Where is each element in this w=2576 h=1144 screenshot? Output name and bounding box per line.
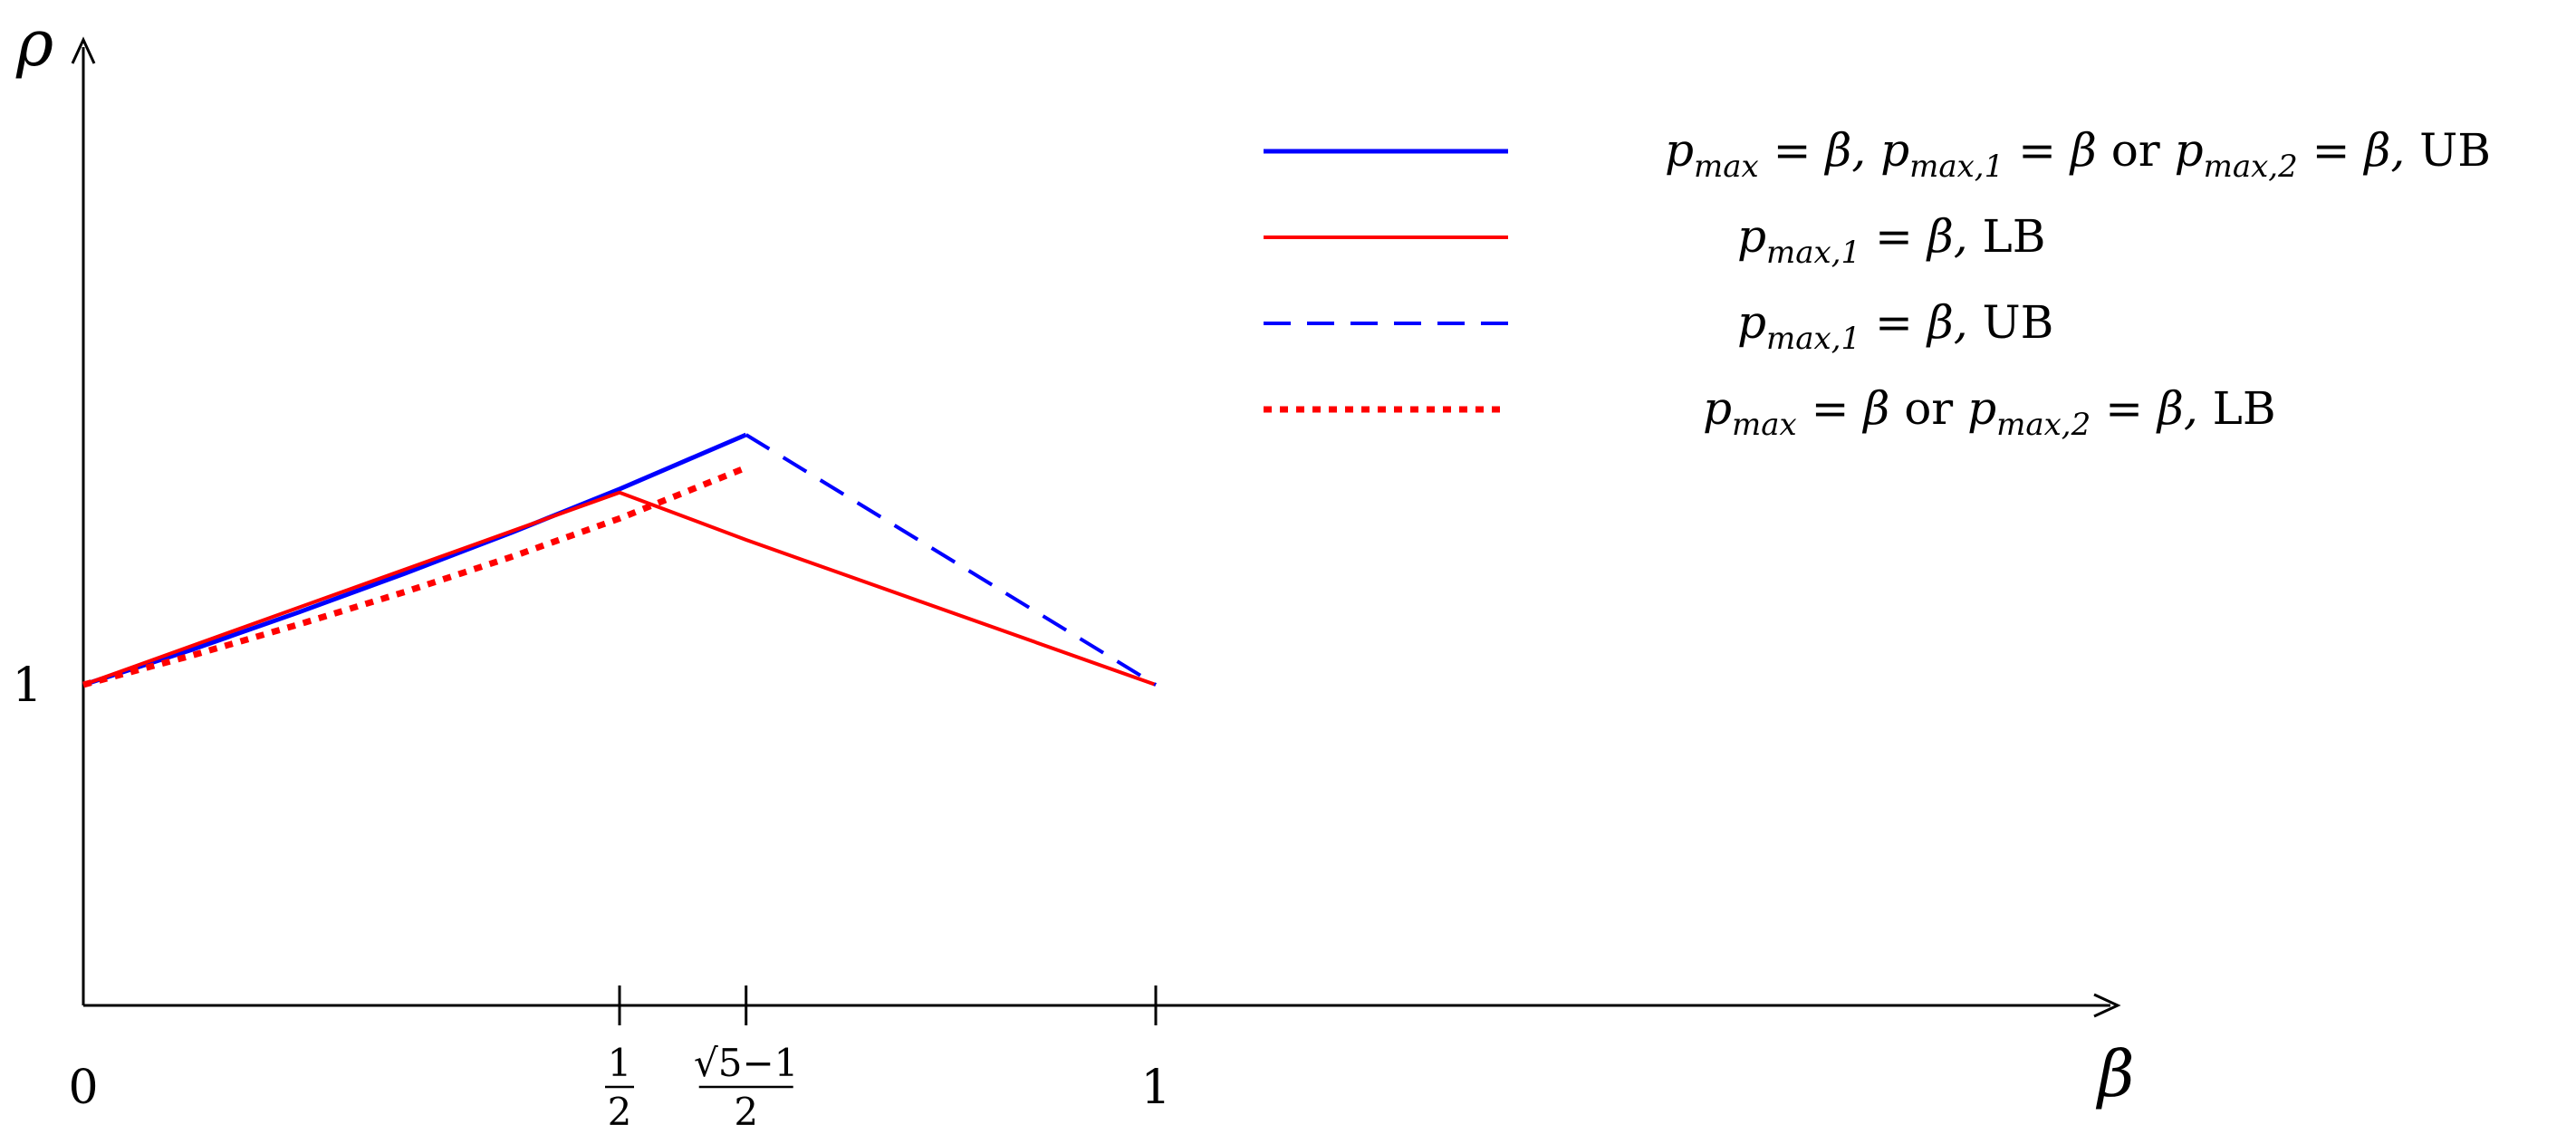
series-line-1 — [82, 432, 747, 687]
axes: βρ — [15, 6, 2134, 1111]
y-tick-label-0: 1 — [12, 659, 42, 713]
ticks: 0 12√5−12 11 — [12, 659, 1170, 1134]
series-line-2 — [82, 490, 1157, 687]
legend-label-2: pmax,1 = β, LB — [1737, 210, 2045, 271]
x-axis-label: β — [2095, 1037, 2134, 1111]
series-layer — [82, 432, 1158, 688]
x-tick-numerator-1: 1 — [608, 1041, 632, 1085]
y-axis-label: ρ — [15, 6, 53, 81]
x-tick-numerator-2: √5−1 — [694, 1041, 798, 1085]
legend-label-1: pmax = β, pmax,1 = β or pmax,2 = β, UB — [1665, 124, 2491, 185]
x-tick-denominator-1: 2 — [608, 1090, 632, 1134]
x-tick-label-1: 12 — [605, 1041, 634, 1134]
legend-label-4: pmax = β or pmax,2 = β, LB — [1703, 382, 2276, 443]
x-axis-arrow — [2093, 993, 2121, 1018]
x-tick-label-2: √5−1 2 — [694, 1041, 798, 1134]
y-axis-arrow — [71, 36, 96, 64]
legend: pmax = β, pmax,1 = β or pmax,2 = β, UB pm… — [1264, 124, 2491, 443]
x-tick-denominator-2: 2 — [734, 1090, 758, 1134]
legend-label-3: pmax,1 = β, UB — [1737, 296, 2053, 357]
x-tick-label-0: 0 — [68, 1061, 98, 1115]
series-line-3 — [745, 433, 1158, 687]
series-line-4 — [82, 465, 748, 688]
x-tick-label-3: 1 — [1140, 1061, 1170, 1115]
